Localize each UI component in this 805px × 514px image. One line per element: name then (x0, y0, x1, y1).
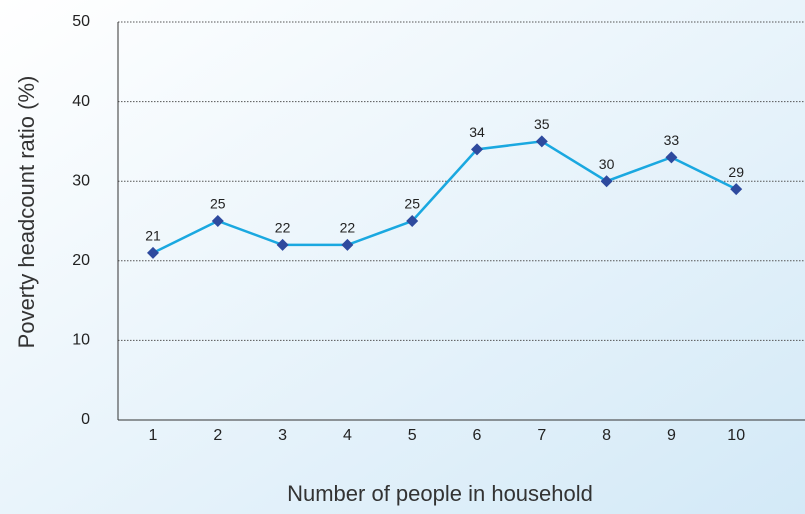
marker (341, 238, 354, 251)
marker (665, 151, 678, 164)
x-tick-label: 2 (213, 427, 222, 444)
value-label: 29 (728, 164, 744, 180)
value-label: 22 (340, 220, 356, 236)
y-tick-label: 0 (81, 411, 90, 428)
x-tick-label: 10 (727, 427, 745, 444)
x-tick-label: 7 (537, 427, 546, 444)
value-label: 34 (469, 124, 485, 140)
x-tick-label: 1 (149, 427, 158, 444)
value-label: 21 (145, 228, 161, 244)
marker (535, 135, 548, 148)
marker (406, 215, 419, 227)
x-tick-label: 9 (667, 427, 676, 444)
y-tick-label: 40 (72, 93, 90, 110)
value-label: 22 (275, 220, 291, 236)
line (152, 140, 737, 254)
x-tick-label: 8 (602, 427, 611, 444)
x-tick-label: 4 (343, 427, 352, 444)
x-tick-label: 3 (278, 427, 287, 444)
value-label: 25 (404, 196, 420, 212)
marker (730, 183, 743, 196)
y-tick-label: 50 (72, 13, 90, 30)
x-tick-label: 5 (408, 427, 417, 444)
value-label: 35 (534, 116, 550, 132)
y-tick-label: 20 (72, 252, 90, 269)
marker (471, 143, 483, 156)
value-label: 25 (210, 196, 226, 212)
marker (147, 246, 159, 259)
x-axis-title: Number of people in household (287, 481, 593, 506)
marker (276, 238, 289, 251)
y-axis-title: Poverty headcount ratio (%) (14, 76, 39, 349)
value-label: 33 (664, 132, 680, 148)
x-tick-label: 6 (473, 427, 482, 444)
value-label: 30 (599, 156, 615, 172)
y-tick-label: 30 (72, 172, 90, 189)
marker (600, 175, 613, 188)
y-tick-label: 10 (72, 332, 90, 349)
marker (211, 215, 224, 227)
